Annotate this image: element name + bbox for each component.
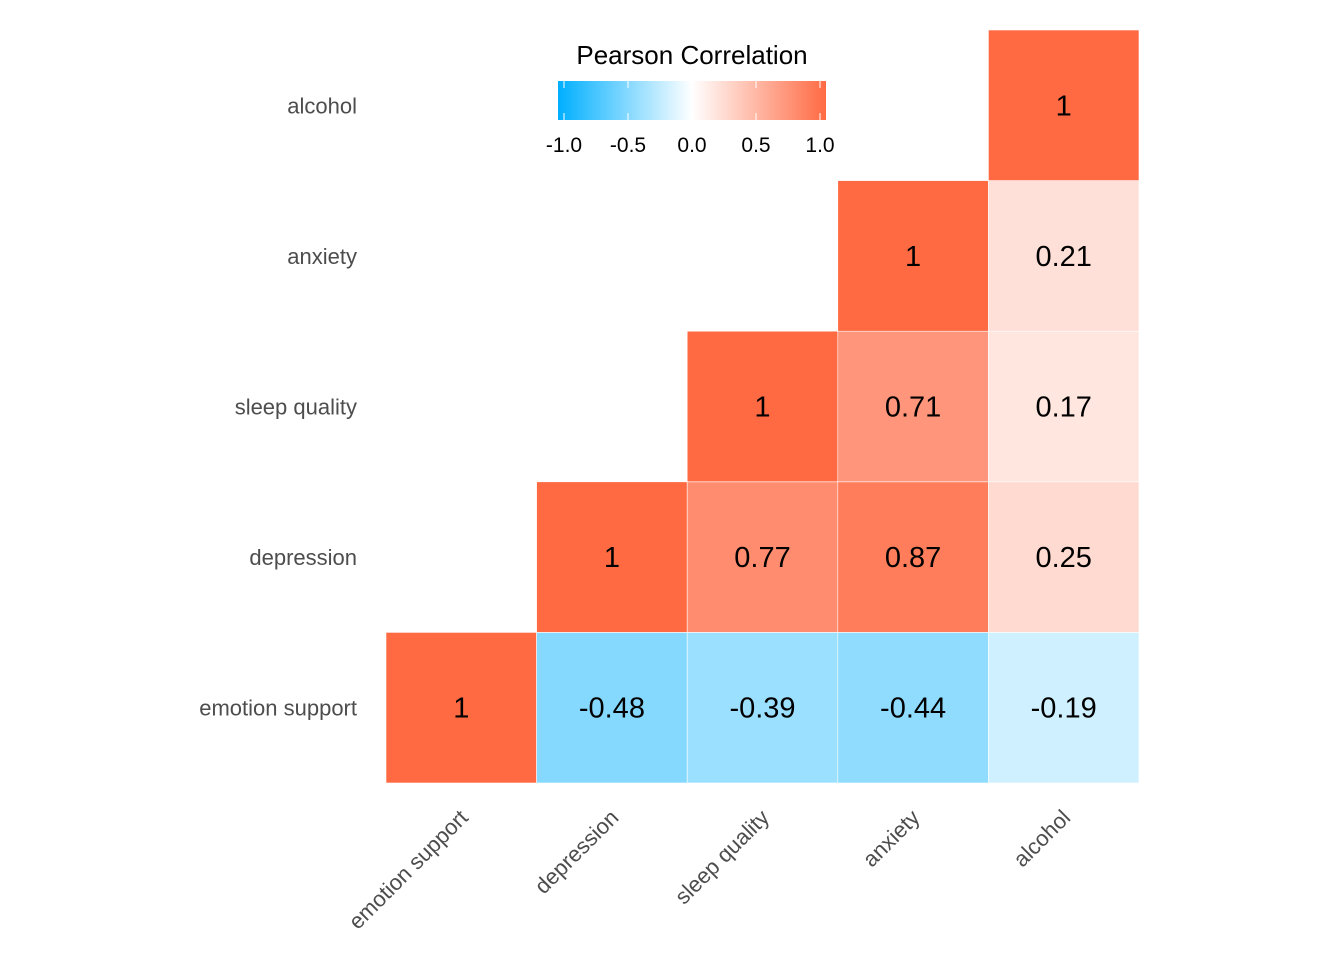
heatmap-cell-alcohol-emotion-support bbox=[988, 632, 1140, 784]
heatmap-cell-anxiety-anxiety bbox=[837, 180, 989, 332]
heatmap-cell-sleep-quality-sleep-quality bbox=[686, 330, 839, 483]
cell-value-label: 0.71 bbox=[885, 392, 941, 424]
cell-value-label: -0.44 bbox=[880, 693, 946, 725]
heatmap-cell-alcohol-anxiety bbox=[988, 180, 1140, 332]
x-tick-label-sleep-quality: sleep quality bbox=[670, 805, 774, 909]
heatmap-cell-emotion-support-emotion-support bbox=[385, 632, 537, 784]
legend-title: Pearson Correlation bbox=[576, 40, 807, 70]
heatmap-cell-anxiety-sleep-quality bbox=[837, 330, 989, 483]
y-axis-labels: emotion support depression sleep quality an… bbox=[199, 93, 357, 720]
cell-value-label: 0.87 bbox=[885, 542, 941, 574]
cell-value-label: 0.21 bbox=[1035, 241, 1091, 273]
heatmap-cell-alcohol-depression bbox=[988, 481, 1140, 633]
x-axis-labels: emotion support depression sleep quality an… bbox=[344, 805, 1076, 934]
cell-value-label: -0.48 bbox=[579, 693, 645, 725]
legend-tick-label: -0.5 bbox=[610, 134, 646, 157]
heatmap-cell-anxiety-depression bbox=[837, 481, 989, 633]
y-tick-label-anxiety: anxiety bbox=[287, 244, 357, 269]
cell-value-label: 0.77 bbox=[734, 542, 790, 574]
cell-value-label: 1 bbox=[905, 241, 921, 273]
x-tick-label-alcohol: alcohol bbox=[1008, 805, 1075, 872]
cell-value-label: 1 bbox=[453, 693, 469, 725]
legend-tick-label: -1.0 bbox=[546, 134, 582, 157]
heatmap-cell-alcohol-alcohol bbox=[988, 29, 1140, 181]
legend: Pearson Correlation -1.0 -0.5 0.0 0.5 1.0 bbox=[546, 40, 835, 157]
y-tick-label-emotion-support: emotion support bbox=[199, 696, 357, 721]
cell-value-label: -0.39 bbox=[729, 693, 795, 725]
x-tick-label-depression: depression bbox=[530, 805, 624, 899]
legend-tick-label: 0.0 bbox=[677, 134, 706, 157]
cell-value-label: 1 bbox=[604, 542, 620, 574]
cell-value-label: 1 bbox=[754, 392, 770, 424]
legend-tick-label: 0.5 bbox=[741, 134, 770, 157]
x-tick-label-anxiety: anxiety bbox=[858, 805, 925, 872]
cell-value-label: 0.17 bbox=[1035, 392, 1091, 424]
y-tick-label-depression: depression bbox=[249, 545, 357, 570]
cell-value-label: 1 bbox=[1056, 90, 1072, 122]
heatmap-cell-sleep-quality-emotion-support bbox=[686, 632, 839, 784]
legend-ticks: -1.0 -0.5 0.0 0.5 1.0 bbox=[546, 81, 835, 157]
heatmap-cells: 1 -0.48 -0.39 -0.44 -0.19 1 0.77 0.87 0.25 1 0.71 0… bbox=[385, 29, 1140, 784]
y-tick-label-sleep-quality: sleep quality bbox=[235, 395, 357, 420]
heatmap-cell-depression-emotion-support bbox=[536, 632, 688, 784]
y-tick-label-alcohol: alcohol bbox=[287, 93, 357, 118]
cell-value-label: -0.19 bbox=[1031, 693, 1097, 725]
heatmap-cell-alcohol-sleep-quality bbox=[988, 330, 1140, 483]
cell-value-label: 0.25 bbox=[1035, 542, 1091, 574]
x-tick-label-emotion-support: emotion support bbox=[344, 805, 473, 934]
legend-tick-label: 1.0 bbox=[805, 134, 834, 157]
